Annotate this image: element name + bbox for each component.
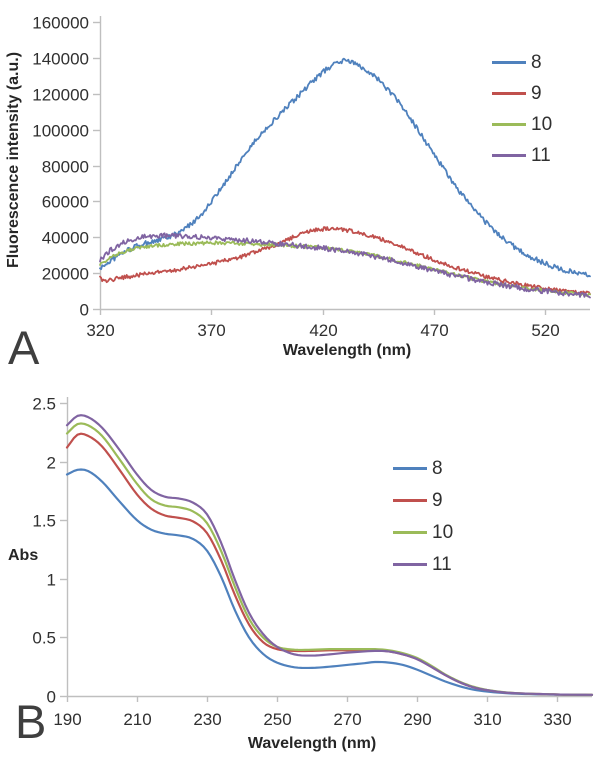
legend-label: 10 (531, 114, 553, 135)
series-line-9 (99, 226, 591, 296)
chart-b-legend: 8 9 10 11 (393, 452, 453, 580)
legend-label: 8 (531, 52, 542, 73)
legend-label: 11 (432, 553, 452, 575)
x-tick-label: 420 (309, 321, 337, 340)
legend-item-10: 10 (393, 516, 453, 548)
x-tick-label: 470 (420, 321, 448, 340)
y-tick-label: 40000 (42, 229, 89, 248)
series-line-8 (99, 57, 591, 278)
legend-line-icon (492, 92, 526, 95)
legend-line-icon (393, 498, 427, 502)
legend-label: 10 (432, 521, 454, 543)
legend-item-8: 8 (393, 452, 453, 484)
x-tick-label: 250 (263, 710, 291, 729)
fluorescence-chart-plot: 0 20000 40000 60000 80000 100000 120000 140000 1… (32, 14, 591, 340)
y-tick-label: 2 (47, 454, 56, 473)
x-tick-label: 270 (333, 710, 361, 729)
series-line-9 (65, 432, 594, 696)
y-tick-label: 2.5 (32, 395, 56, 414)
legend-item-11: 11 (393, 548, 453, 580)
x-tick-label: 370 (197, 321, 225, 340)
legend-line-icon (492, 123, 526, 126)
legend-line-icon (393, 466, 427, 470)
y-tick-label: 0 (80, 301, 89, 320)
series-line-11 (99, 232, 591, 299)
chart-a-y-axis-title: Fluorescence intensity (a.u.) (5, 51, 22, 269)
y-tick-label: 0 (47, 688, 56, 707)
x-tick-label: 520 (531, 321, 559, 340)
legend-label: 9 (531, 83, 542, 104)
x-tick-label: 320 (86, 321, 114, 340)
legend-item-9: 9 (393, 484, 453, 516)
chart-b-y-axis-title: Abs (8, 547, 39, 564)
x-tick-label: 310 (473, 710, 501, 729)
x-tick-label: 190 (53, 710, 81, 729)
legend-label: 8 (432, 457, 443, 479)
legend-line-icon (492, 61, 526, 64)
x-tick-label: 210 (123, 710, 151, 729)
y-tick-label: 0.5 (32, 629, 56, 648)
legend-item-10: 10 (492, 109, 552, 140)
y-tick-label: 160000 (32, 14, 89, 33)
x-tick-label: 330 (543, 710, 571, 729)
legend-label: 11 (531, 145, 551, 166)
legend-line-icon (492, 154, 526, 157)
chart-a-x-axis-title: Wavelength (nm) (282, 342, 412, 359)
panel-label-b: B (15, 695, 47, 748)
x-tick-label: 290 (403, 710, 431, 729)
legend-label: 9 (432, 489, 443, 511)
panel-label-a: A (8, 321, 40, 374)
y-tick-label: 20000 (42, 265, 89, 284)
y-tick-label: 1 (47, 571, 56, 590)
chart-a-legend: 8 9 10 11 (492, 47, 552, 171)
legend-item-9: 9 (492, 78, 552, 109)
absorbance-chart-plot: 0 0.5 1 1.5 2 2.5 190 210 230 250 270 290 310 330 (32, 395, 594, 729)
y-tick-label: 1.5 (32, 512, 56, 531)
y-tick-label: 80000 (42, 158, 89, 177)
y-tick-label: 120000 (32, 86, 89, 105)
legend-item-11: 11 (492, 140, 552, 171)
chart-b-x-axis-title: Wavelength (nm) (247, 735, 377, 752)
y-tick-label: 100000 (32, 122, 89, 141)
y-tick-label: 60000 (42, 193, 89, 212)
legend-item-8: 8 (492, 47, 552, 78)
legend-line-icon (393, 562, 427, 566)
x-tick-label: 230 (193, 710, 221, 729)
y-tick-label: 140000 (32, 50, 89, 69)
legend-line-icon (393, 530, 427, 534)
series-line-11 (65, 414, 594, 696)
